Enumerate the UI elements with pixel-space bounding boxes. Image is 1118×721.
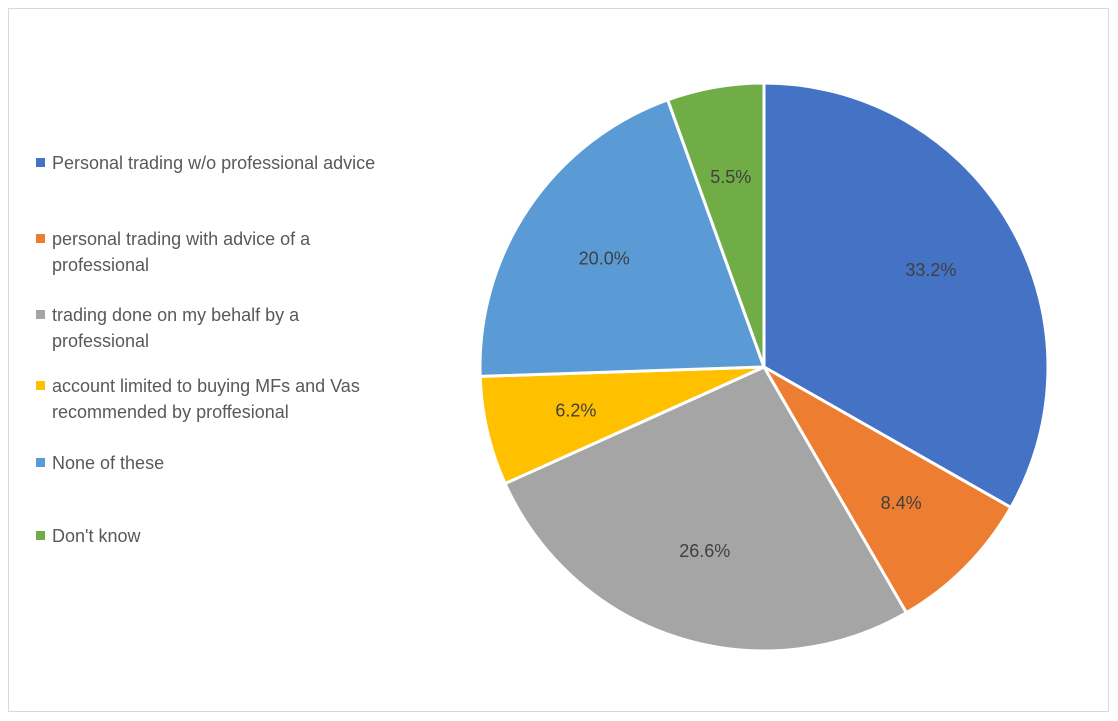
legend-item-mfs-vas: account limited to buying MFs and Vas re… — [36, 373, 396, 425]
legend-item-none-of-these: None of these — [36, 450, 396, 476]
slice-labels: 33.2% 8.4% 26.6% 6.2% 20.0% 5.5% — [555, 167, 956, 561]
slice-label-done-by-professional: 26.6% — [679, 541, 730, 561]
legend-item-dont-know: Don't know — [36, 523, 396, 549]
slice-label-mfs-vas: 6.2% — [555, 401, 596, 421]
legend-label: Don't know — [52, 526, 141, 546]
legend-swatch — [36, 310, 45, 319]
legend-label: personal trading with advice of a profes… — [52, 229, 311, 275]
legend-item-personal-no-advice: Personal trading w/o professional advice — [36, 150, 396, 176]
legend-swatch — [36, 381, 45, 390]
slice-label-personal-no-advice: 33.2% — [905, 260, 956, 280]
legend-label: trading done on my behalf by a professio… — [52, 305, 300, 351]
legend-item-personal-with-advice: personal trading with advice of a profes… — [36, 226, 396, 278]
pie-slice-done-by-professional — [503, 365, 908, 653]
legend-label: None of these — [52, 453, 165, 473]
slice-label-dont-know: 5.5% — [710, 167, 751, 187]
pie-slice-none-of-these — [478, 98, 766, 378]
legend-item-done-by-professional: trading done on my behalf by a professio… — [36, 302, 396, 354]
slice-label-none-of-these: 20.0% — [579, 249, 630, 269]
pie-slice-personal-with-advice — [762, 365, 1013, 615]
slice-label-personal-with-advice: 8.4% — [881, 493, 922, 513]
pie-slice-dont-know — [666, 81, 766, 369]
legend-swatch — [36, 458, 45, 467]
pie-slice-personal-no-advice — [762, 81, 1050, 509]
legend-swatch — [36, 234, 45, 243]
legend-label: Personal trading w/o professional advice — [52, 153, 376, 173]
legend-swatch — [36, 158, 45, 167]
legend-swatch — [36, 531, 45, 540]
legend-label: account limited to buying MFs and Vas re… — [52, 376, 360, 422]
